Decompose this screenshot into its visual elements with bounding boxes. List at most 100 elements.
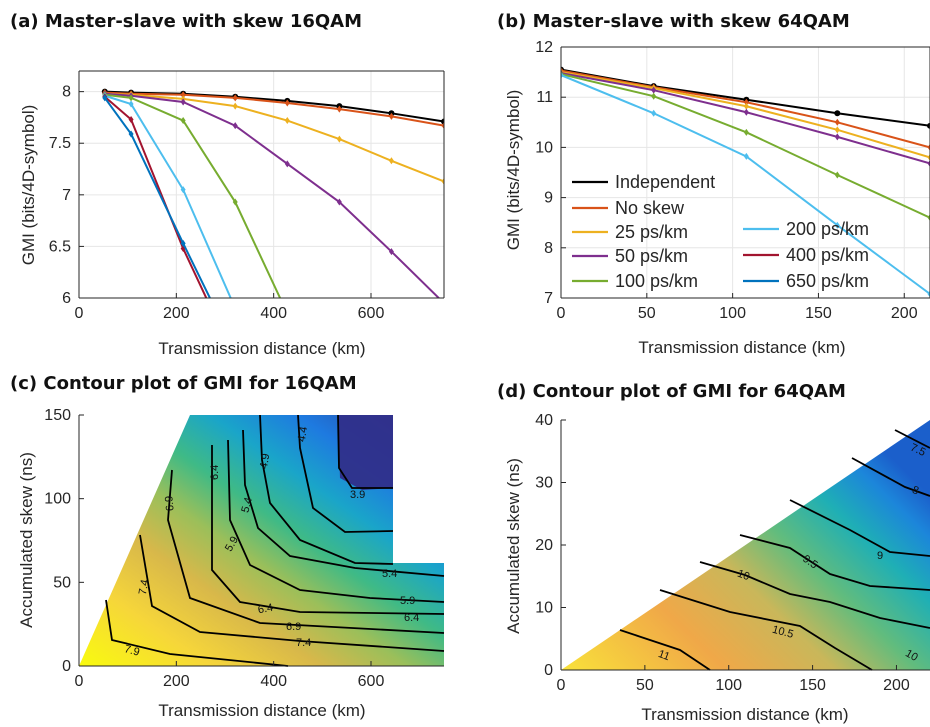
y-tick-label: 0 — [62, 658, 71, 675]
series-line-100-ps-km — [561, 73, 930, 219]
panel-d-contour-lines — [619, 429, 930, 671]
contour-label: 8 — [911, 484, 921, 497]
data-point — [743, 102, 749, 110]
panel-c-dark-region — [338, 415, 393, 490]
y-tick-label: 7 — [62, 187, 71, 204]
y-tick-label: 8 — [544, 240, 553, 257]
y-tick-label: 11 — [536, 89, 553, 106]
x-tick-label: 200 — [163, 305, 190, 322]
x-tick-label: 200 — [883, 677, 910, 694]
legend-label: Independent — [615, 172, 715, 192]
panel-c-title: (c) Contour plot of GMI for 16QAM — [10, 373, 357, 394]
data-point — [232, 94, 238, 102]
panel-b-title: (b) Master-slave with skew 64QAM — [497, 11, 850, 32]
contour-label: 4.4 — [296, 426, 310, 443]
data-point — [180, 98, 186, 106]
contour-label: 4.9 — [258, 453, 272, 470]
series-line-no-skew — [104, 91, 444, 127]
contour-label: 9 — [877, 550, 883, 562]
panel-a-ylabel: GMI (bits/4D-symbol) — [19, 105, 38, 266]
contour-line-5.4 — [242, 429, 445, 577]
panel-c-contour-plot: (c) Contour plot of GMI for 16QAM Accumu… — [10, 373, 445, 720]
data-point — [441, 177, 444, 185]
y-tick-label: 100 — [44, 491, 71, 508]
data-point — [927, 159, 930, 167]
contour-line-8 — [851, 457, 930, 497]
contour-line-10.5 — [659, 589, 873, 671]
y-tick-label: 10 — [535, 139, 553, 156]
panel-c-ylabel: Accumulated skew (ns) — [17, 452, 36, 628]
series-line-25-ps-km — [561, 71, 930, 159]
data-point — [233, 305, 238, 312]
contour-line-4.9 — [259, 414, 394, 565]
contour-line-7.4 — [139, 534, 445, 652]
x-tick-label: 50 — [636, 677, 654, 694]
data-point — [834, 126, 840, 134]
contour-line-11 — [619, 629, 711, 671]
data-point — [927, 143, 930, 151]
y-tick-label: 40 — [535, 412, 553, 429]
data-point — [232, 122, 238, 130]
data-point — [651, 109, 657, 117]
data-point — [834, 118, 840, 126]
y-tick-label: 0 — [544, 662, 553, 679]
y-tick-label: 6.5 — [49, 238, 71, 255]
data-point — [128, 94, 134, 102]
data-point — [336, 198, 342, 206]
data-point — [284, 160, 290, 168]
data-point — [927, 214, 930, 222]
x-tick-label: 0 — [75, 673, 84, 690]
contour-line-4.4 — [297, 414, 394, 533]
data-point — [284, 99, 290, 107]
contour-label: 7.4 — [296, 637, 311, 649]
contour-label: 7.9 — [123, 643, 141, 659]
data-point — [336, 105, 342, 113]
data-point — [651, 92, 657, 100]
panel-d-title: (d) Contour plot of GMI for 64QAM — [497, 381, 846, 402]
data-point — [651, 86, 657, 94]
legend-label: 100 ps/km — [615, 271, 698, 291]
data-point — [442, 300, 447, 307]
contour-line-9.5 — [739, 534, 930, 591]
contour-line-5.9 — [227, 439, 445, 603]
contour-line-6.9 — [167, 469, 445, 634]
y-tick-label: 6 — [62, 290, 71, 307]
x-tick-label: 600 — [358, 305, 385, 322]
data-point — [388, 248, 394, 256]
contour-label: 6.9 — [163, 495, 176, 511]
panel-d-contour-plot: (d) Contour plot of GMI for 64QAM Accumu… — [497, 381, 930, 724]
series-layer — [561, 66, 930, 298]
panel-c-xlabel: Transmission distance (km) — [158, 701, 365, 720]
data-point — [441, 118, 444, 125]
legend-label: 650 ps/km — [786, 271, 869, 291]
data-point — [336, 135, 342, 143]
data-point — [927, 122, 930, 129]
data-point — [388, 112, 394, 120]
data-point — [128, 100, 134, 108]
legend-label: 200 ps/km — [786, 219, 869, 239]
data-point — [927, 290, 930, 298]
data-point — [232, 102, 238, 110]
panel-c-contour-lines — [105, 414, 445, 667]
series-line-50-ps-km — [104, 92, 441, 298]
x-tick-label: 0 — [557, 305, 566, 322]
contour-label: 6.4 — [404, 612, 419, 624]
panel-b-xlabel: Transmission distance (km) — [638, 338, 845, 357]
y-tick-label: 9 — [544, 190, 553, 207]
contour-label: 5.4 — [239, 496, 255, 514]
x-tick-label: 100 — [719, 305, 746, 322]
data-point — [180, 186, 186, 194]
data-point — [180, 117, 186, 125]
series-line-100-ps-km — [104, 93, 282, 298]
y-tick-label: 150 — [44, 407, 71, 424]
series-line-200-ps-km — [104, 94, 232, 298]
panel-a-title: (a) Master-slave with skew 16QAM — [10, 11, 362, 32]
x-tick-label: 0 — [557, 677, 566, 694]
series-line-650-ps-km — [103, 97, 212, 298]
y-tick-label: 7.5 — [49, 135, 71, 152]
contour-label: 6.4 — [209, 465, 221, 480]
y-tick-label: 30 — [535, 475, 553, 492]
data-point — [232, 198, 238, 206]
series-line-400-ps-km — [104, 96, 208, 298]
